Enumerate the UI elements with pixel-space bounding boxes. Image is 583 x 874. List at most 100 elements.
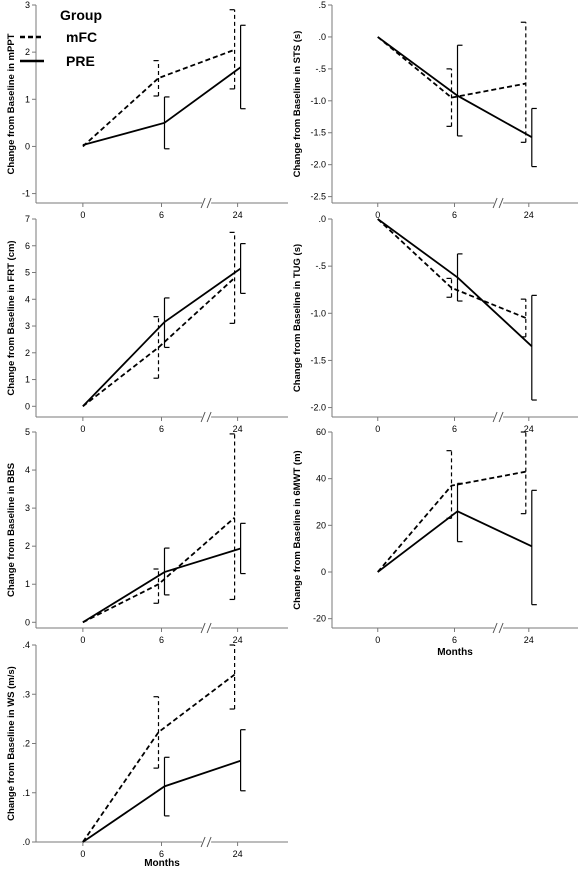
x-tick-label: 24 bbox=[524, 424, 534, 434]
axis-break-mark bbox=[200, 197, 206, 209]
legend: Group mFC PRE bbox=[20, 7, 102, 69]
y-tick-label: 1 bbox=[25, 375, 30, 385]
series-line-pre bbox=[82, 66, 242, 146]
x-tick-label: 6 bbox=[159, 210, 164, 220]
x-tick-label: 24 bbox=[233, 424, 243, 434]
chart-panel-1: -1 0 1 2 3 0 6 24 Change from Baseline in mPPT bbox=[6, 0, 288, 220]
y-tick-label: 2 bbox=[25, 348, 30, 358]
y-tick-label: 1 bbox=[25, 579, 30, 589]
y-axis-title: Change from Baseline in mPPT bbox=[6, 33, 17, 174]
y-tick-label: -1 bbox=[22, 189, 30, 199]
x-tick-label: 0 bbox=[80, 849, 85, 859]
axis-break-mark bbox=[492, 411, 498, 423]
series-line-mfc bbox=[82, 48, 235, 148]
y-tick-label: .2 bbox=[22, 739, 30, 749]
y-tick-label: 0 bbox=[25, 617, 30, 627]
y-tick-label: -1.0 bbox=[310, 308, 326, 318]
x-tick-label: 6 bbox=[452, 635, 457, 645]
x-tick-label: 24 bbox=[524, 210, 534, 220]
y-tick-label: 2 bbox=[25, 47, 30, 57]
x-tick-label: 24 bbox=[233, 210, 243, 220]
y-axis-title: Change from Baseline in STS (s) bbox=[292, 31, 303, 178]
y-tick-label: 20 bbox=[316, 520, 326, 530]
y-tick-label: .4 bbox=[22, 640, 30, 650]
axis-break-gap bbox=[494, 199, 504, 207]
y-tick-label: 1 bbox=[25, 94, 30, 104]
y-axis-title: Change from Baseline in 6MWT (m) bbox=[292, 450, 303, 609]
series-line-mfc bbox=[82, 277, 236, 408]
y-tick-label: 4 bbox=[25, 465, 30, 475]
chart-panel-2: .5 .0 -.5 -1.0 -1.5 -2.0 -2.5 0 6 24 Change from B… bbox=[292, 0, 578, 220]
x-tick-label: 0 bbox=[80, 424, 85, 434]
y-tick-label: 7 bbox=[25, 214, 30, 224]
y-tick-label: -2.0 bbox=[310, 403, 326, 413]
legend-label-mfc: mFC bbox=[66, 29, 97, 45]
y-tick-label: -1.5 bbox=[310, 128, 326, 138]
chart-panel-5: 0 1 2 3 4 5 0 6 24 Change from Baseline in BBS bbox=[6, 427, 288, 645]
y-tick-label: -1.0 bbox=[310, 96, 326, 106]
x-tick-label: 6 bbox=[159, 635, 164, 645]
y-tick-label: 4 bbox=[25, 294, 30, 304]
chart-panel-7: .0 .1 .2 .3 .4 0 6 24 Change from Baseline in WS… bbox=[6, 640, 288, 869]
axis-break-mark bbox=[498, 411, 504, 423]
series-line-mfc bbox=[377, 470, 526, 573]
y-tick-label: .0 bbox=[318, 214, 326, 224]
y-tick-label: -20 bbox=[313, 614, 326, 624]
axis-break-mark bbox=[206, 197, 212, 209]
series-line-mfc bbox=[377, 36, 526, 99]
axis-break-mark bbox=[200, 836, 206, 848]
y-axis-title: Change from Baseline in TUG (s) bbox=[292, 244, 303, 392]
axis-break-gap bbox=[202, 413, 212, 421]
y-tick-label: -.5 bbox=[315, 261, 326, 271]
y-axis-title: Change from Baseline in FRT (cm) bbox=[6, 240, 17, 395]
axis-break-mark bbox=[200, 622, 206, 634]
x-axis-title: Months bbox=[437, 647, 473, 658]
series-line-pre bbox=[82, 759, 241, 843]
chart-panel-4: .0 -.5 -1.0 -1.5 -2.0 0 6 24 Change from Baselin… bbox=[292, 214, 578, 434]
axis-break-mark bbox=[206, 622, 212, 634]
y-tick-label: 3 bbox=[25, 0, 30, 10]
y-tick-label: 3 bbox=[25, 503, 30, 513]
y-tick-label: .3 bbox=[22, 689, 30, 699]
axis-break-mark bbox=[498, 622, 504, 634]
y-tick-label: 5 bbox=[25, 268, 30, 278]
y-tick-label: .5 bbox=[318, 0, 326, 10]
y-tick-label: 6 bbox=[25, 241, 30, 251]
y-tick-label: 0 bbox=[321, 567, 326, 577]
x-tick-label: 0 bbox=[80, 635, 85, 645]
axis-break-mark bbox=[498, 197, 504, 209]
y-tick-label: 5 bbox=[25, 427, 30, 437]
y-tick-label: 60 bbox=[316, 427, 326, 437]
x-tick-label: 24 bbox=[233, 635, 243, 645]
chart-panel-6: 60 40 20 0 -20 0 6 24 Change from Baseline in 6M… bbox=[292, 427, 578, 658]
x-tick-label: 0 bbox=[375, 210, 380, 220]
y-tick-label: 0 bbox=[25, 401, 30, 411]
y-axis-title: Change from Baseline in BBS bbox=[6, 463, 17, 597]
series-line-mfc bbox=[377, 218, 527, 319]
axis-break-mark bbox=[492, 197, 498, 209]
axis-break-gap bbox=[202, 838, 212, 846]
chart-panel-3: 0 1 2 3 4 5 6 7 0 6 24 Change from Baseline in FRT … bbox=[6, 214, 288, 434]
y-tick-label: -2.5 bbox=[310, 192, 326, 202]
legend-title: Group bbox=[60, 7, 102, 23]
series-line-pre bbox=[377, 510, 533, 573]
series-line-pre bbox=[82, 267, 242, 407]
legend-label-pre: PRE bbox=[66, 53, 95, 69]
series-line-mfc bbox=[82, 516, 236, 624]
x-tick-label: 0 bbox=[375, 635, 380, 645]
x-tick-label: 0 bbox=[80, 210, 85, 220]
x-tick-label: 6 bbox=[159, 424, 164, 434]
y-tick-label: -.5 bbox=[315, 64, 326, 74]
axis-break-gap bbox=[202, 624, 212, 632]
y-tick-label: 0 bbox=[25, 141, 30, 151]
y-tick-label: .0 bbox=[22, 837, 30, 847]
y-tick-label: -2.0 bbox=[310, 160, 326, 170]
x-tick-label: 24 bbox=[233, 849, 243, 859]
y-tick-label: .0 bbox=[318, 32, 326, 42]
axis-break-mark bbox=[200, 411, 206, 423]
series-line-mfc bbox=[82, 673, 236, 843]
y-axis-title: Change from Baseline in WS (m/s) bbox=[6, 666, 17, 821]
y-tick-label: -1.5 bbox=[310, 355, 326, 365]
y-tick-label: 40 bbox=[316, 474, 326, 484]
